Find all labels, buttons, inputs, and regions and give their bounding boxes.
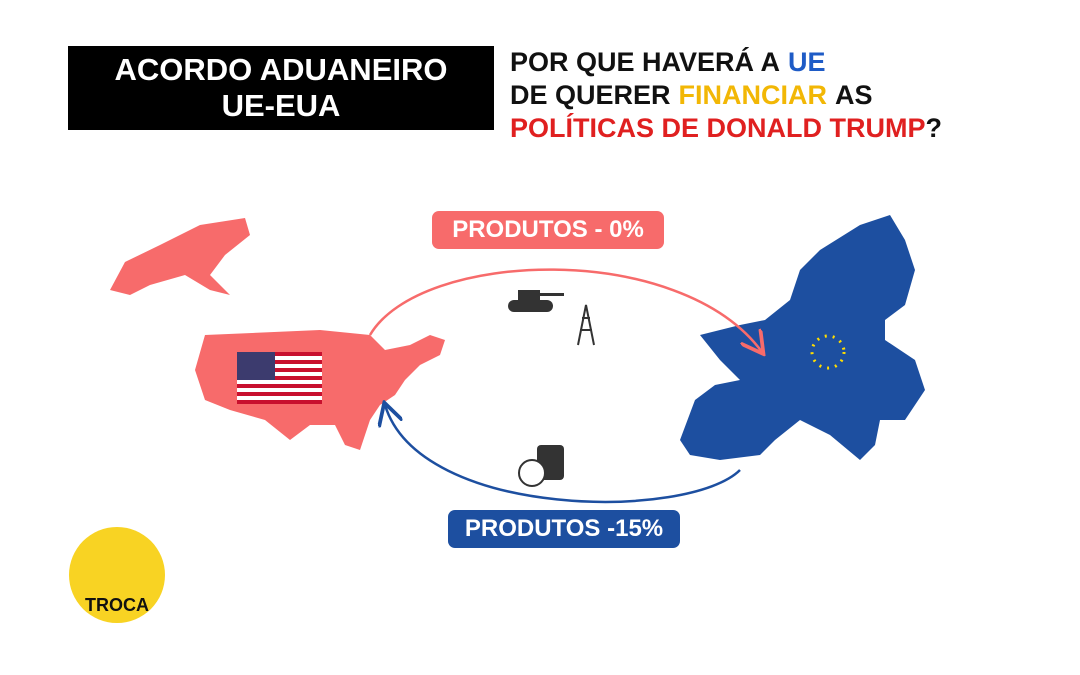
logo-text: TROCA	[85, 595, 149, 615]
text: DE QUERER	[510, 80, 671, 110]
label-to-eu: PRODUTOS - 0%	[432, 211, 664, 249]
eu-map	[680, 215, 925, 460]
tank-icon	[508, 290, 564, 312]
arrow-to-eu	[368, 268, 762, 352]
oil-icon	[577, 304, 595, 346]
highlight: FINANCIAR	[678, 80, 828, 110]
money-icon	[518, 445, 564, 487]
question-line: DE QUERER FINANCIAR AS	[510, 79, 942, 112]
eu-stars	[810, 334, 846, 370]
text: POR QUE HAVERÁ A	[510, 47, 781, 77]
highlight: POLÍTICAS DE DONALD TRUMP	[510, 113, 926, 143]
text: AS	[835, 80, 873, 110]
question-line: POR QUE HAVERÁ A UE	[510, 46, 942, 79]
title-box: ACORDO ADUANEIRO UE-EUA	[68, 46, 494, 130]
highlight: UE	[788, 47, 826, 77]
logo-circle	[69, 527, 165, 623]
alaska	[110, 218, 250, 295]
title-line: UE-EUA	[221, 88, 341, 123]
title-line: ACORDO ADUANEIRO	[114, 52, 448, 87]
us-flag	[237, 352, 322, 404]
text: ?	[925, 113, 943, 143]
question-line: POLÍTICAS DE DONALD TRUMP?	[510, 112, 942, 145]
label-to-us: PRODUTOS -15%	[448, 510, 680, 548]
arrow-to-us	[385, 405, 741, 504]
question: POR QUE HAVERÁ A UE DE QUERER FINANCIAR AS …	[510, 46, 942, 145]
